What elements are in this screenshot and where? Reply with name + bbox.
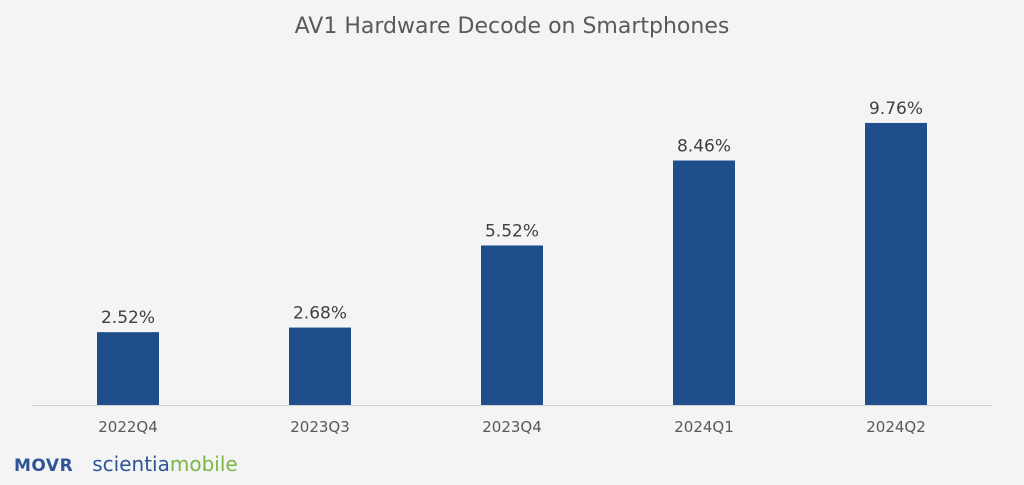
x-tick-label-2024Q1: 2024Q1 [674,418,734,436]
x-tick-label-2022Q4: 2022Q4 [98,418,158,436]
bar-2024Q2 [865,122,927,405]
bar-2024Q1 [673,160,735,405]
bars-layer [97,122,927,405]
data-label-2022Q4: 2.52% [101,308,155,328]
scientiamobile-logo: scientiamobile [92,452,237,476]
logo-text-scientia: scientia [92,452,170,476]
bar-2023Q4 [481,245,543,405]
bar-2023Q3 [289,327,351,405]
chart-title: AV1 Hardware Decode on Smartphones [294,14,730,39]
data-label-2023Q4: 5.52% [485,221,539,241]
movr-logo: MOVR [14,456,74,476]
labels-layer: 2.52% 2022Q4 2.68% 2023Q3 5.52% 2023Q4 8.46% 20… [98,99,926,436]
x-tick-label-2024Q2: 2024Q2 [866,418,926,436]
x-tick-label-2023Q4: 2023Q4 [482,418,542,436]
x-tick-label-2023Q3: 2023Q3 [290,418,350,436]
bar-2022Q4 [97,332,159,405]
footer-logos: MOVR scientiamobile [14,452,238,476]
data-label-2024Q2: 9.76% [869,99,923,119]
data-label-2023Q3: 2.68% [293,304,347,324]
data-label-2024Q1: 8.46% [677,137,731,157]
logo-text-mobile: mobile [169,452,238,476]
